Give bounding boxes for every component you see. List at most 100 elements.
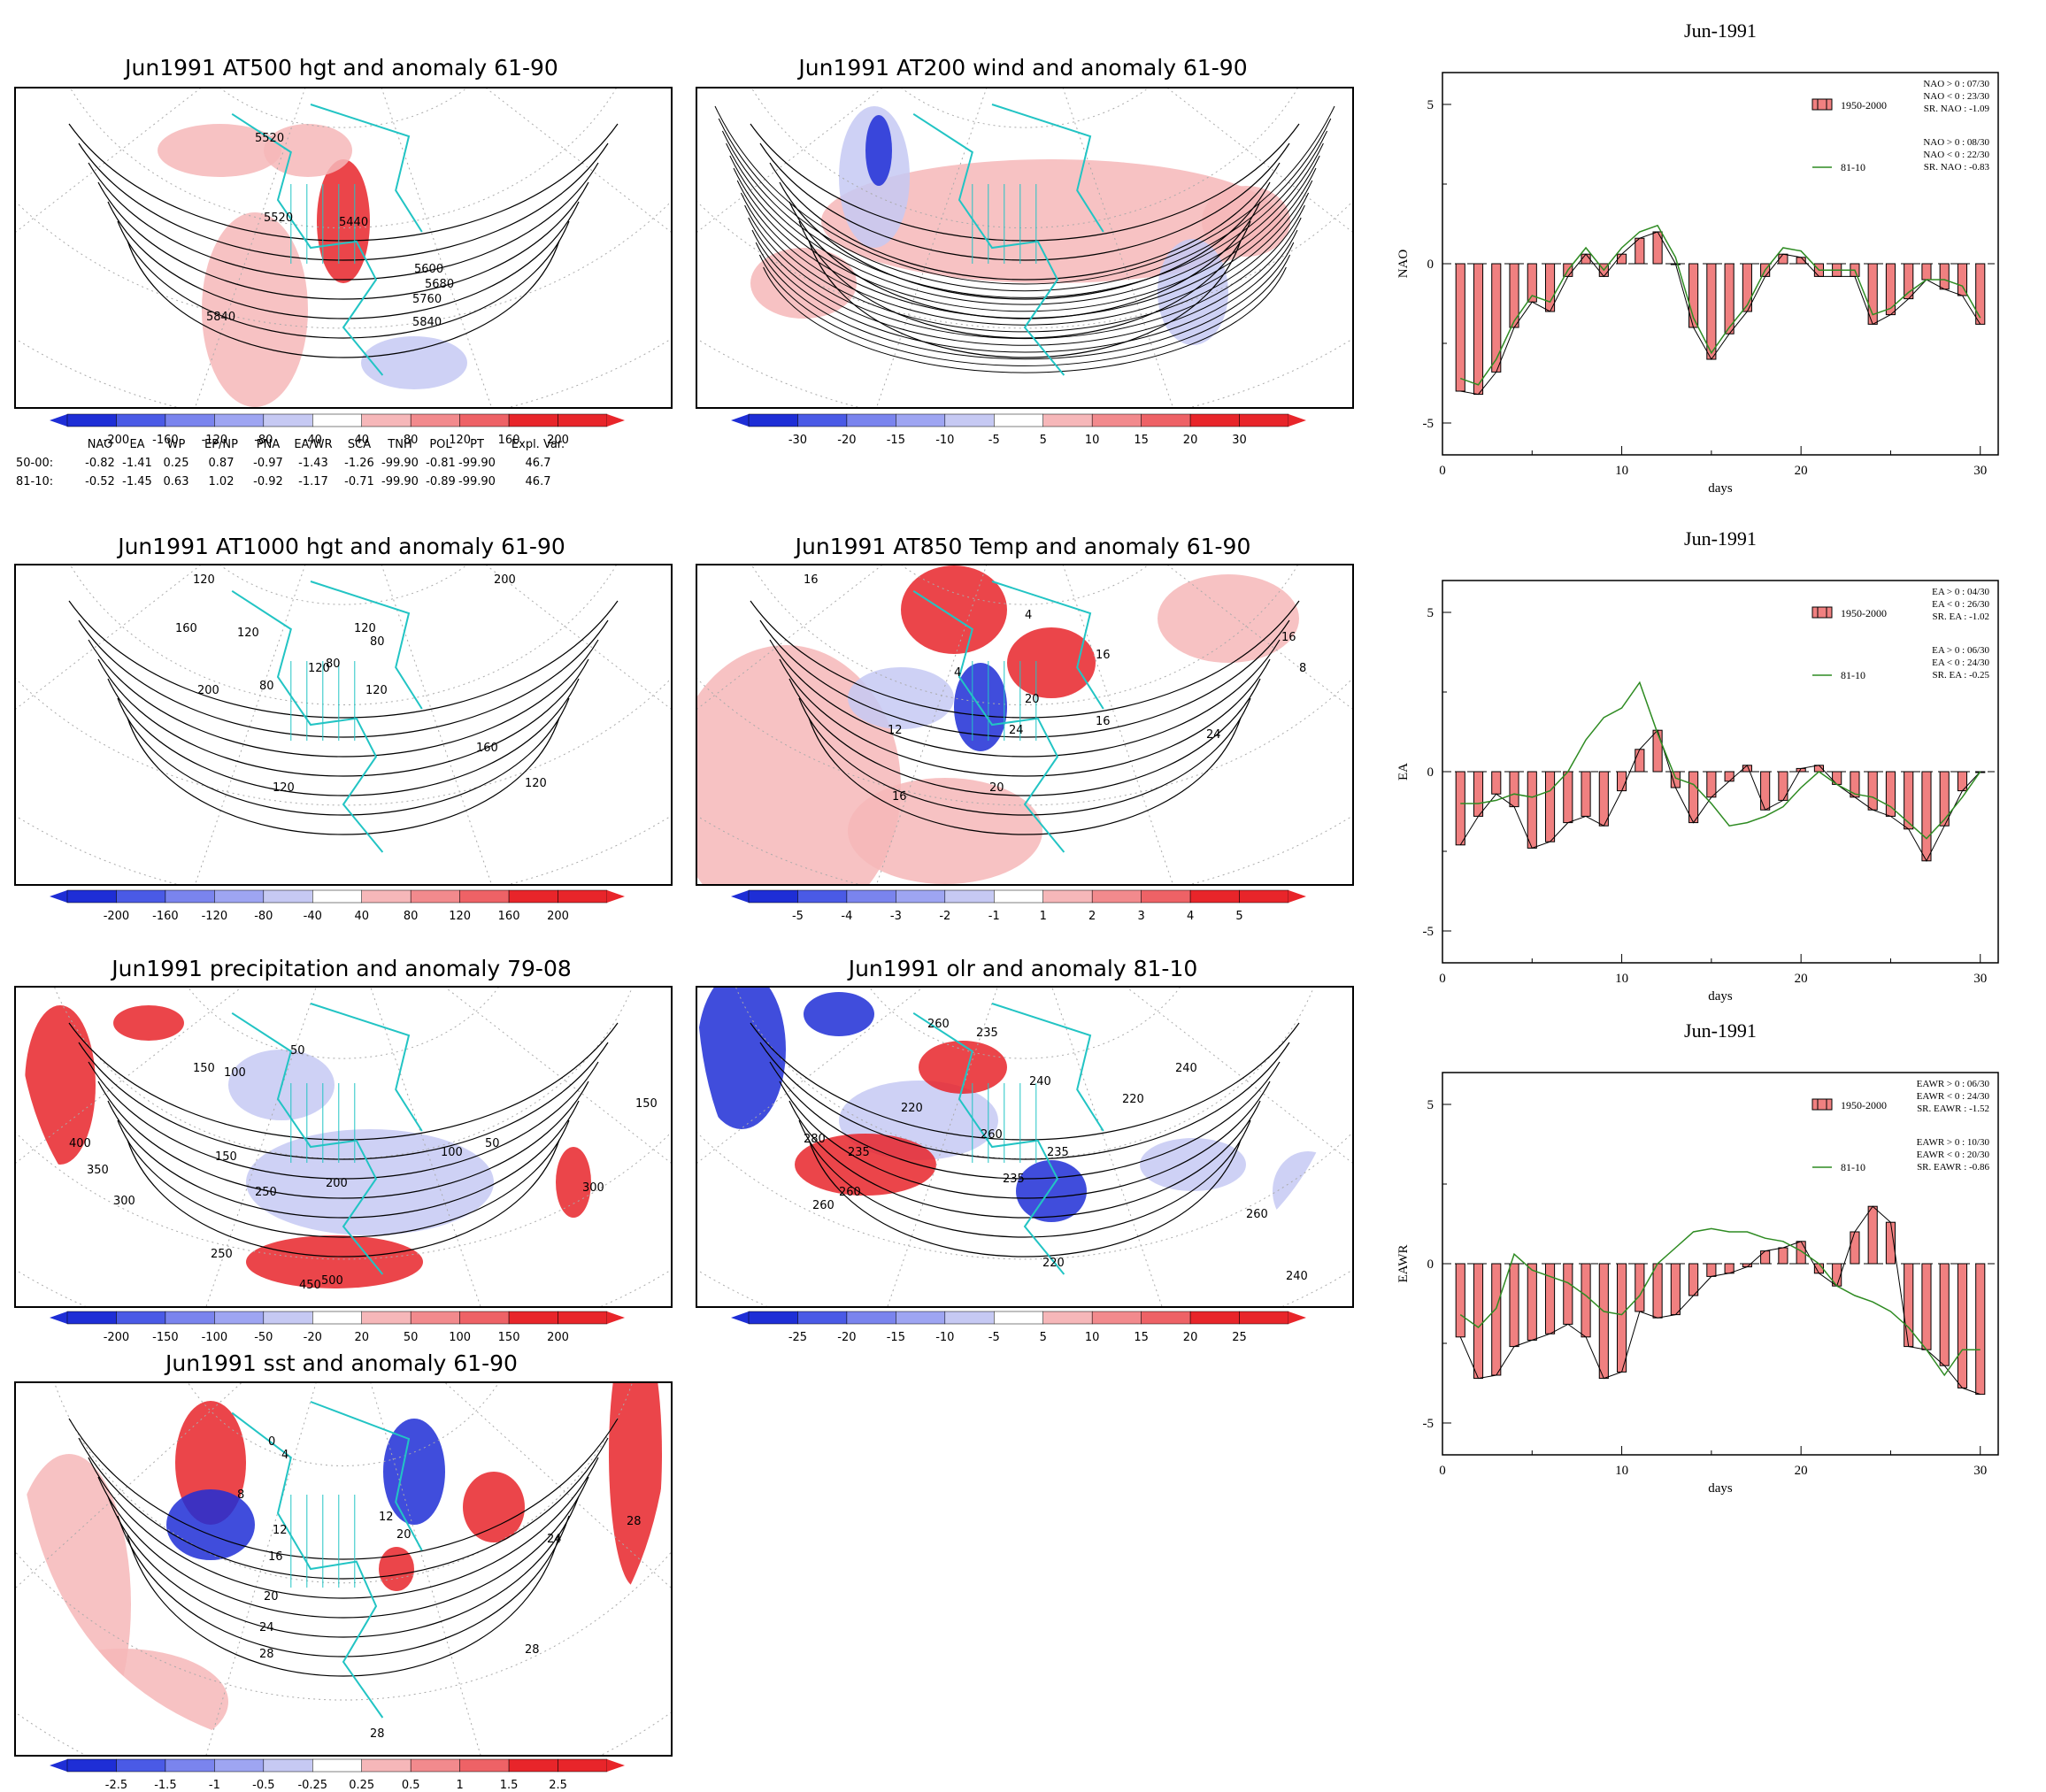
contour-label: 235 xyxy=(1003,1173,1025,1186)
row-value: -99.90 xyxy=(381,475,419,488)
colorbar-label: 3 xyxy=(1137,910,1145,923)
contour-label: 16 xyxy=(892,790,907,804)
bar xyxy=(1473,771,1484,817)
contour-line xyxy=(750,1022,1300,1141)
colorbar-label: 15 xyxy=(1134,1331,1149,1344)
colorbar-label: 2 xyxy=(1088,910,1096,923)
coastline xyxy=(310,581,423,710)
map-mask xyxy=(376,1383,671,1755)
colorbar-label: 5 xyxy=(1039,1331,1047,1344)
colorbar-label: 200 xyxy=(547,434,569,447)
colorbar-arrow-left xyxy=(731,414,749,427)
bar xyxy=(1688,1263,1699,1296)
row-value: 0.25 xyxy=(163,457,189,470)
legend-stat-text: NAO > 0 : 07/30 xyxy=(1923,79,1989,89)
colorbar-label: 5 xyxy=(1235,910,1243,923)
bar xyxy=(1563,771,1573,824)
contour-label: 150 xyxy=(215,1150,237,1164)
colorbar-segment xyxy=(116,413,166,427)
colorbar: -200 -160 -120 -80 -40 40 80 120 160 200 xyxy=(50,413,625,447)
latitude-circle xyxy=(16,815,671,884)
map-panel-m7: 8 12 16 20 24 28 4 0 12 20 24 28 28 28 xyxy=(14,1381,673,1757)
chart-title: Jun-1991 xyxy=(1684,19,1757,42)
contour-label: 80 xyxy=(370,635,385,649)
bar xyxy=(1921,263,1932,281)
bar xyxy=(1455,263,1465,392)
contour-line xyxy=(798,220,1251,339)
meridian-line xyxy=(205,988,317,1306)
contour-label: 16 xyxy=(804,573,819,587)
anomaly-shading xyxy=(1007,627,1096,698)
legend-stat-text: SR. EA : -0.25 xyxy=(1933,670,1990,681)
meridian-line xyxy=(697,988,924,1164)
contour-label: 150 xyxy=(635,1097,658,1111)
map-mask xyxy=(16,1383,311,1755)
row-value: -0.89 xyxy=(426,475,456,488)
latitude-circle xyxy=(869,988,1181,1059)
colorbar: -5 -4 -3 -2 -1 1 2 3 4 5 xyxy=(731,889,1306,923)
contour-label: 4 xyxy=(954,666,961,680)
meridian-line xyxy=(16,565,201,710)
contour-label: 5520 xyxy=(264,212,293,225)
anomaly-shading xyxy=(383,1419,445,1525)
colorbar-label: 25 xyxy=(1232,1331,1247,1344)
colorbar-label: -120 xyxy=(201,434,228,447)
colorbar-label: -1 xyxy=(988,910,1000,923)
contour-line xyxy=(769,162,1281,281)
contour-label: 0 xyxy=(268,1435,275,1449)
header-cell: EP/NP xyxy=(204,438,238,451)
bar xyxy=(1904,263,1914,300)
contour-label: 240 xyxy=(1175,1062,1197,1075)
map-plot: 16 4 12 20 24 8 16 20 16 16 16 24 4 xyxy=(697,565,1352,884)
contour-label: 120 xyxy=(308,662,330,675)
contour-label: 400 xyxy=(69,1137,91,1150)
x-tick-label: 30 xyxy=(1973,1464,1987,1478)
colorbar-arrow-left xyxy=(50,414,67,427)
index-table-header: NAO EA WP EP/NP PNA EA/WR SCA TNH POL PT… xyxy=(16,438,582,454)
contour-line xyxy=(78,1042,609,1160)
y-tick-label: -5 xyxy=(1423,417,1435,431)
colorbar-label: -150 xyxy=(152,1331,179,1344)
map-mask xyxy=(1058,988,1352,1306)
anomaly-shading xyxy=(556,1147,591,1218)
contour-line xyxy=(88,1457,599,1599)
bar xyxy=(1760,1250,1771,1265)
bar xyxy=(1491,1263,1502,1376)
colorbar: -25 -20 -15 -10 -5 5 10 15 20 25 xyxy=(731,1311,1306,1344)
colorbar-arrow-left xyxy=(50,1759,67,1772)
contour-label: 50 xyxy=(485,1137,500,1150)
bar xyxy=(1634,1263,1645,1312)
meridian-line xyxy=(1167,88,1352,233)
colorbar-segment xyxy=(1141,889,1191,904)
colorbar-segment xyxy=(263,1311,313,1325)
contour-line xyxy=(107,678,580,796)
colorbar-segment xyxy=(1091,1311,1142,1325)
contour-line xyxy=(769,639,1281,758)
colorbar-segment xyxy=(361,1311,412,1325)
colorbar-arrow-left xyxy=(50,890,67,903)
contour-label: 350 xyxy=(87,1164,109,1177)
contour-label: 240 xyxy=(1029,1075,1051,1088)
colorbar-segment xyxy=(748,889,798,904)
colorbar-label: 160 xyxy=(497,434,520,447)
anomaly-shading xyxy=(317,159,370,283)
colorbar-label: 20 xyxy=(354,1331,369,1344)
colorbar-segment xyxy=(896,889,946,904)
contour-label: 200 xyxy=(326,1177,348,1190)
map-title: Jun1991 AT200 wind and anomaly 61-90 xyxy=(798,55,1248,81)
colorbar-label: -120 xyxy=(201,910,228,923)
contour-label: 20 xyxy=(396,1528,412,1542)
contour-label: 5760 xyxy=(412,293,442,306)
meridian-line xyxy=(876,88,988,407)
contour-line xyxy=(798,1119,1251,1238)
meridian-line xyxy=(195,565,306,884)
map-title: Jun1991 precipitation and anomaly 79-08 xyxy=(112,956,572,981)
colorbar-segment xyxy=(846,1311,896,1325)
bar xyxy=(1706,263,1717,360)
contour-line xyxy=(68,600,619,719)
colorbar-arrow-left xyxy=(731,1311,749,1324)
contour-label: 100 xyxy=(441,1146,463,1159)
contour-label: 220 xyxy=(901,1102,923,1115)
contour-line xyxy=(97,1081,589,1199)
header-cell: PT xyxy=(470,438,484,451)
